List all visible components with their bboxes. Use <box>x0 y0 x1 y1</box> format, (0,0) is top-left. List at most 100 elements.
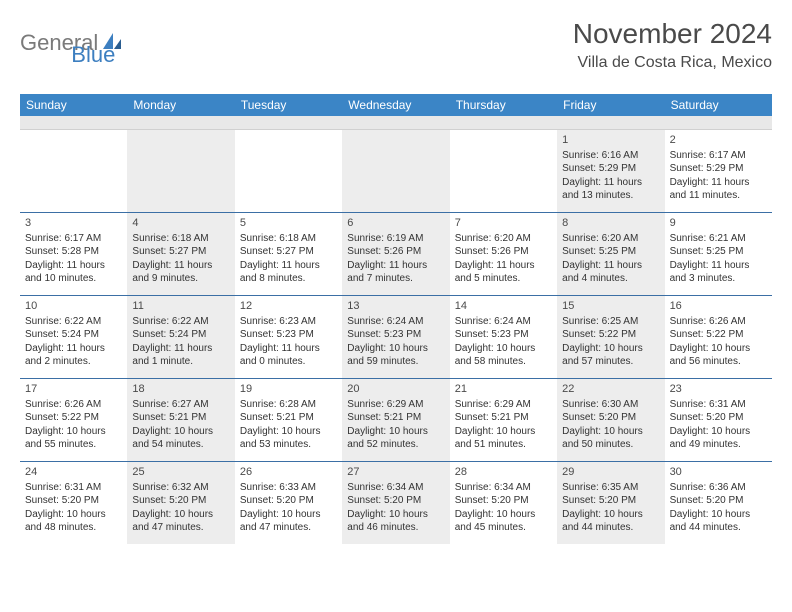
day-info-line: Daylight: 10 hours <box>347 425 444 439</box>
day-info-line: Sunrise: 6:23 AM <box>240 315 337 329</box>
day-info-line: and 10 minutes. <box>25 272 122 286</box>
day-info-line: Sunrise: 6:35 AM <box>562 481 659 495</box>
header: General Blue November 2024 Villa de Cost… <box>20 18 772 72</box>
weekday-header: Tuesday <box>235 94 342 116</box>
day-info-line: Sunrise: 6:20 AM <box>562 232 659 246</box>
day-info-line: Sunrise: 6:33 AM <box>240 481 337 495</box>
day-info-line: and 46 minutes. <box>347 521 444 535</box>
day-info-line: Sunset: 5:20 PM <box>347 494 444 508</box>
weekday-header-row: Sunday Monday Tuesday Wednesday Thursday… <box>20 94 772 116</box>
day-cell: 3Sunrise: 6:17 AMSunset: 5:28 PMDaylight… <box>20 213 127 295</box>
day-info-line: Sunrise: 6:36 AM <box>670 481 767 495</box>
day-info-line: Sunrise: 6:28 AM <box>240 398 337 412</box>
day-info-line: Sunset: 5:29 PM <box>670 162 767 176</box>
day-cell: 26Sunrise: 6:33 AMSunset: 5:20 PMDayligh… <box>235 462 342 544</box>
page-title: November 2024 <box>573 18 772 50</box>
day-number: 20 <box>347 382 444 397</box>
day-info-line: and 59 minutes. <box>347 355 444 369</box>
day-info-line: Daylight: 11 hours <box>562 176 659 190</box>
day-info-line: Daylight: 10 hours <box>132 425 229 439</box>
day-info-line: and 48 minutes. <box>25 521 122 535</box>
day-cell <box>20 130 127 212</box>
location-label: Villa de Costa Rica, Mexico <box>573 54 772 72</box>
day-info-line: and 44 minutes. <box>562 521 659 535</box>
day-info-line: and 9 minutes. <box>132 272 229 286</box>
day-number: 13 <box>347 299 444 314</box>
day-info-line: Sunrise: 6:22 AM <box>25 315 122 329</box>
day-info-line: Sunset: 5:27 PM <box>132 245 229 259</box>
day-cell: 7Sunrise: 6:20 AMSunset: 5:26 PMDaylight… <box>450 213 557 295</box>
day-info-line: and 7 minutes. <box>347 272 444 286</box>
day-info-line: and 45 minutes. <box>455 521 552 535</box>
day-info-line: and 8 minutes. <box>240 272 337 286</box>
day-info-line: Sunset: 5:23 PM <box>240 328 337 342</box>
day-info-line: Sunrise: 6:29 AM <box>347 398 444 412</box>
day-info-line: Sunrise: 6:34 AM <box>347 481 444 495</box>
day-info-line: Sunset: 5:24 PM <box>25 328 122 342</box>
day-info-line: Sunset: 5:20 PM <box>670 494 767 508</box>
day-info-line: Daylight: 10 hours <box>25 425 122 439</box>
day-info-line: Sunset: 5:27 PM <box>240 245 337 259</box>
day-info-line: Daylight: 10 hours <box>562 508 659 522</box>
day-info-line: Daylight: 11 hours <box>240 342 337 356</box>
day-info-line: Sunset: 5:21 PM <box>132 411 229 425</box>
day-number: 11 <box>132 299 229 314</box>
day-cell: 20Sunrise: 6:29 AMSunset: 5:21 PMDayligh… <box>342 379 449 461</box>
day-info-line: Sunrise: 6:20 AM <box>455 232 552 246</box>
day-info-line: Daylight: 10 hours <box>562 342 659 356</box>
day-cell: 23Sunrise: 6:31 AMSunset: 5:20 PMDayligh… <box>665 379 772 461</box>
day-info-line: Daylight: 11 hours <box>25 259 122 273</box>
day-number: 7 <box>455 216 552 231</box>
day-info-line: Sunrise: 6:34 AM <box>455 481 552 495</box>
day-info-line: Sunrise: 6:24 AM <box>347 315 444 329</box>
day-number: 22 <box>562 382 659 397</box>
day-info-line: and 51 minutes. <box>455 438 552 452</box>
day-info-line: Sunrise: 6:27 AM <box>132 398 229 412</box>
day-info-line: Sunrise: 6:29 AM <box>455 398 552 412</box>
day-info-line: Daylight: 10 hours <box>562 425 659 439</box>
day-cell: 12Sunrise: 6:23 AMSunset: 5:23 PMDayligh… <box>235 296 342 378</box>
day-number: 30 <box>670 465 767 480</box>
day-info-line: Sunrise: 6:21 AM <box>670 232 767 246</box>
day-info-line: Daylight: 10 hours <box>240 425 337 439</box>
day-number: 14 <box>455 299 552 314</box>
day-number: 23 <box>670 382 767 397</box>
day-info-line: Sunrise: 6:26 AM <box>25 398 122 412</box>
weeks-container: 1Sunrise: 6:16 AMSunset: 5:29 PMDaylight… <box>20 130 772 544</box>
day-number: 29 <box>562 465 659 480</box>
day-cell: 24Sunrise: 6:31 AMSunset: 5:20 PMDayligh… <box>20 462 127 544</box>
weekday-header: Monday <box>127 94 234 116</box>
day-number: 4 <box>132 216 229 231</box>
day-number: 2 <box>670 133 767 148</box>
day-cell <box>235 130 342 212</box>
day-info-line: Sunset: 5:28 PM <box>25 245 122 259</box>
day-info-line: Sunset: 5:20 PM <box>240 494 337 508</box>
weekday-header: Thursday <box>450 94 557 116</box>
day-info-line: and 50 minutes. <box>562 438 659 452</box>
day-info-line: and 47 minutes. <box>132 521 229 535</box>
day-number: 5 <box>240 216 337 231</box>
header-sub-bar <box>20 116 772 130</box>
day-info-line: and 1 minute. <box>132 355 229 369</box>
day-info-line: Sunset: 5:24 PM <box>132 328 229 342</box>
day-number: 25 <box>132 465 229 480</box>
day-info-line: Daylight: 10 hours <box>347 508 444 522</box>
day-info-line: and 52 minutes. <box>347 438 444 452</box>
day-info-line: and 49 minutes. <box>670 438 767 452</box>
day-info-line: Sunrise: 6:17 AM <box>670 149 767 163</box>
day-info-line: and 13 minutes. <box>562 189 659 203</box>
day-info-line: Sunset: 5:25 PM <box>670 245 767 259</box>
day-number: 9 <box>670 216 767 231</box>
day-info-line: Daylight: 11 hours <box>562 259 659 273</box>
day-info-line: Sunrise: 6:25 AM <box>562 315 659 329</box>
day-info-line: Daylight: 10 hours <box>455 508 552 522</box>
day-cell: 13Sunrise: 6:24 AMSunset: 5:23 PMDayligh… <box>342 296 449 378</box>
day-info-line: and 56 minutes. <box>670 355 767 369</box>
day-info-line: Sunset: 5:23 PM <box>347 328 444 342</box>
day-number: 1 <box>562 133 659 148</box>
day-info-line: Daylight: 11 hours <box>25 342 122 356</box>
day-info-line: Sunset: 5:21 PM <box>455 411 552 425</box>
day-info-line: Daylight: 11 hours <box>132 259 229 273</box>
day-info-line: Daylight: 11 hours <box>670 259 767 273</box>
day-info-line: and 3 minutes. <box>670 272 767 286</box>
